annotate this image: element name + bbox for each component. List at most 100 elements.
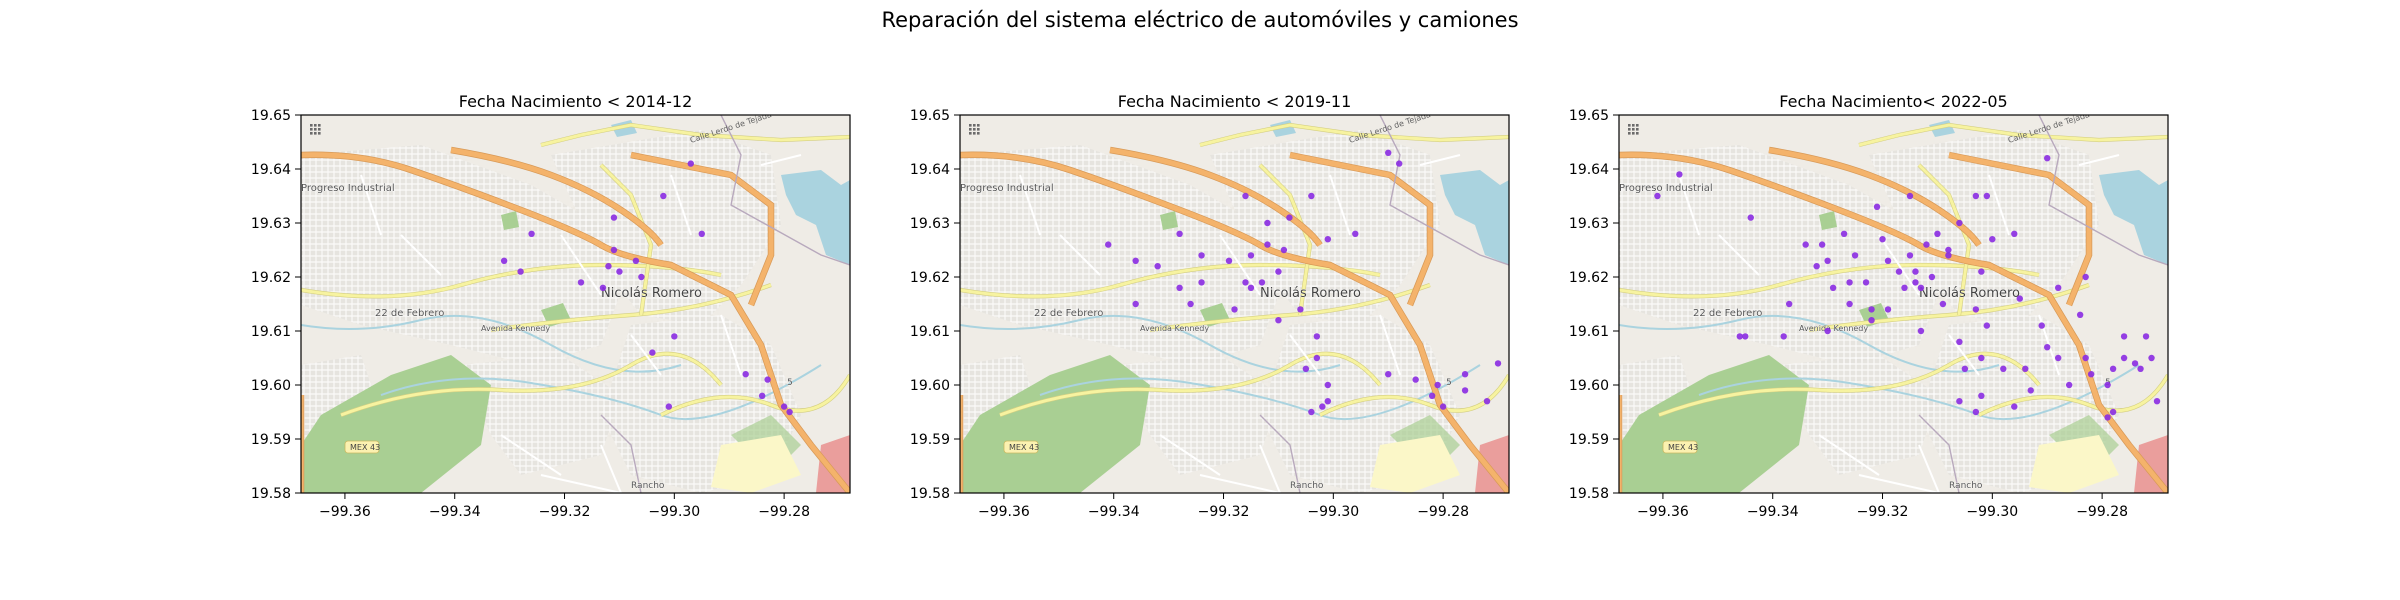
- data-point: [1912, 268, 1919, 275]
- data-point: [1945, 246, 1952, 254]
- data-point: [1939, 300, 1947, 308]
- map-minor-road: [1259, 444, 1281, 493]
- map-major-road: [450, 147, 664, 247]
- data-point: [1972, 192, 1980, 200]
- y-tick-label: 19.63: [910, 216, 950, 232]
- y-tick-label: 19.61: [1569, 324, 1609, 340]
- grid-icon-dot: [973, 124, 976, 127]
- grid-icon-dot: [1632, 124, 1635, 127]
- data-point: [2109, 408, 2117, 416]
- data-point: [1884, 257, 1892, 264]
- data-point: [2011, 230, 2018, 237]
- data-point: [1428, 392, 1436, 399]
- y-tick-label: 19.65: [1569, 108, 1609, 124]
- grid-icon-dot: [973, 128, 976, 131]
- data-point: [605, 263, 612, 270]
- map-area: [2029, 435, 2119, 493]
- data-point: [2076, 311, 2084, 318]
- data-point: [638, 273, 645, 281]
- data-point: [1308, 408, 1315, 416]
- data-point: [2120, 354, 2128, 362]
- y-tick-label: 19.65: [910, 108, 950, 124]
- y-tick-label: 19.58: [251, 486, 291, 502]
- grid-icon-dot: [969, 132, 972, 135]
- map-minor-road: [1718, 234, 1760, 276]
- data-point: [1105, 241, 1112, 248]
- map-secondary-road: [999, 352, 1382, 417]
- grid-icon-dot: [314, 128, 317, 131]
- map-label-mex43: MEX 43: [1668, 443, 1698, 452]
- data-point: [1198, 279, 1205, 286]
- map-panel-3: Fecha Nacimiento< 2022-05 Progreso Indust…: [1569, 92, 2169, 520]
- y-tick-label: 19.58: [1569, 486, 1609, 502]
- grid-icon-dot: [1636, 132, 1639, 135]
- x-tick-label: −99.36: [978, 504, 1030, 520]
- y-tick-label: 19.58: [910, 486, 950, 502]
- grid-icon-dot: [318, 124, 321, 127]
- data-point: [577, 279, 585, 286]
- map-label-rancho: Rancho: [1290, 481, 1324, 491]
- map-label-kennedy: Avenida Kennedy: [1799, 324, 1868, 333]
- map-minor-road: [1219, 234, 1261, 296]
- data-point: [1308, 192, 1315, 200]
- x-tick-label: −99.32: [539, 504, 591, 520]
- y-tick-label: 19.62: [251, 270, 291, 286]
- map-label-progreso: Progreso Industrial: [960, 183, 1054, 194]
- map-minor-road: [1059, 234, 1101, 276]
- map-minor-road: [1858, 474, 1940, 493]
- data-point: [1324, 236, 1332, 243]
- data-point: [2044, 344, 2051, 351]
- figure-title: Reparación del sistema eléctrico de auto…: [881, 8, 1519, 32]
- grid-icon-dot: [969, 128, 972, 131]
- data-point: [2142, 333, 2150, 340]
- data-point: [1286, 214, 1293, 221]
- map-minor-road: [1419, 154, 1461, 166]
- data-point: [687, 160, 694, 167]
- map-minor-road: [760, 154, 802, 166]
- data-point: [1302, 365, 1310, 372]
- data-point: [1258, 279, 1266, 286]
- map-major-road: [301, 152, 850, 493]
- data-point: [1439, 403, 1447, 410]
- x-tick-label: −99.30: [1307, 504, 1359, 520]
- map-minor-road: [1918, 444, 1940, 493]
- map-label-kennedy: Avenida Kennedy: [481, 324, 550, 333]
- map-major-road: [1619, 152, 2168, 493]
- x-tick-label: −99.36: [1637, 504, 1689, 520]
- grid-icon-dot: [1636, 124, 1639, 127]
- data-point: [1319, 403, 1326, 410]
- data-point: [780, 403, 788, 410]
- x-tick-label: −99.30: [1966, 504, 2018, 520]
- data-point: [764, 376, 771, 383]
- y-tick-label: 19.65: [251, 108, 291, 124]
- y-tick-label: 19.62: [910, 270, 950, 286]
- map-boundary: [720, 115, 850, 266]
- data-point: [1846, 300, 1853, 308]
- map-route-shield: [344, 440, 380, 454]
- x-tick-label: −99.34: [1747, 504, 1799, 520]
- y-tick-label: 19.61: [251, 324, 291, 340]
- map-secondary-road: [1258, 163, 1312, 316]
- data-point: [2044, 155, 2051, 162]
- x-tick-label: −99.32: [1198, 504, 1250, 520]
- data-point: [1862, 279, 1870, 286]
- y-tick-label: 19.60: [251, 378, 291, 394]
- data-point: [2000, 365, 2007, 372]
- data-point: [1928, 273, 1936, 281]
- panel-title: Fecha Nacimiento < 2014-12: [459, 92, 693, 111]
- map-minor-road: [360, 174, 382, 236]
- grid-icon-dot: [969, 124, 972, 127]
- data-point: [1676, 171, 1683, 178]
- x-tick-label: −99.28: [1417, 504, 1469, 520]
- data-point: [2087, 371, 2095, 378]
- plot-area: Progreso Industrial 22 de Febrero Nicolás …: [960, 115, 1509, 493]
- data-point: [610, 246, 618, 254]
- data-point: [2104, 414, 2111, 421]
- data-point: [1494, 360, 1502, 367]
- map-secondary-road: [1858, 123, 2168, 147]
- grid-icon-dot: [318, 128, 321, 131]
- map-boundary: [1259, 414, 1301, 493]
- data-point: [1978, 268, 1985, 275]
- data-point: [1461, 371, 1469, 378]
